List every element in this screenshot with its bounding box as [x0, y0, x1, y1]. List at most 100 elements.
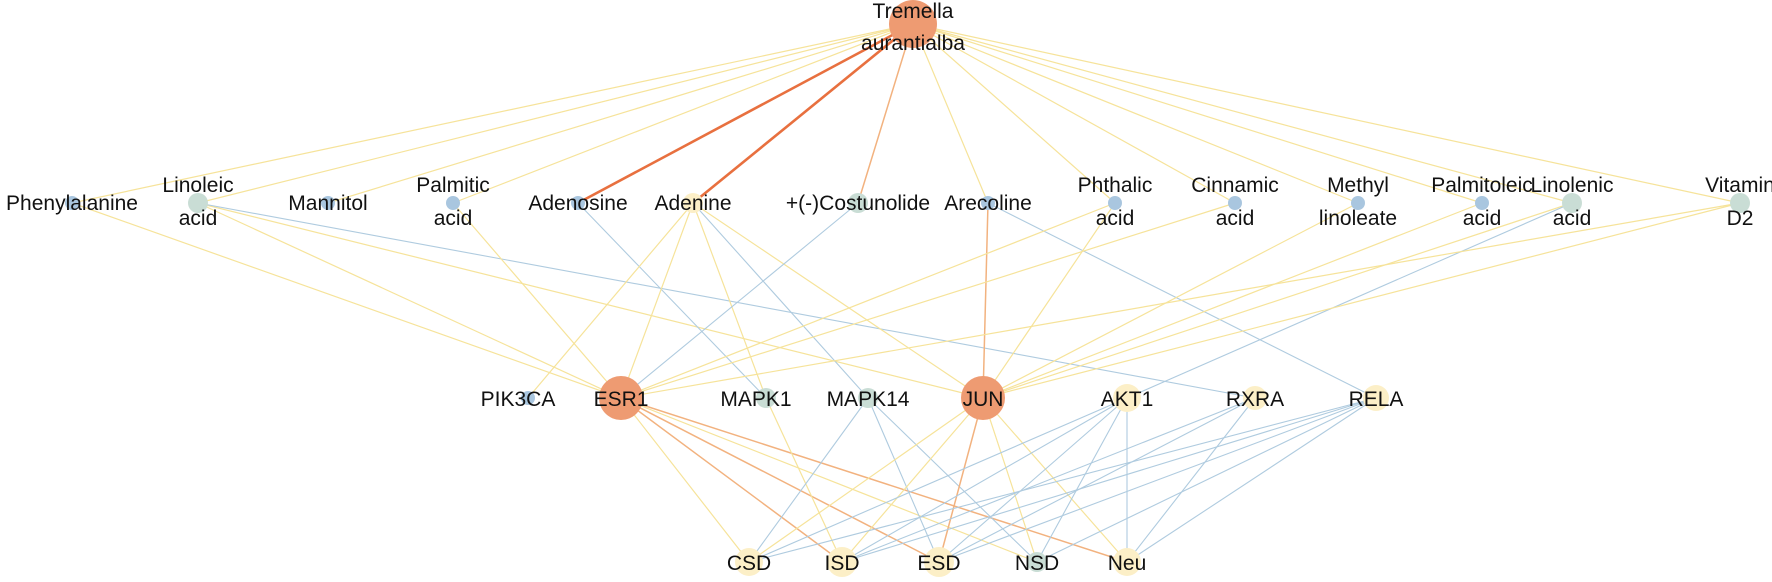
- edge-vitamind2-esr1: [620, 202, 1741, 399]
- edge-linoleic-jun: [197, 202, 984, 399]
- node-pik3ca[interactable]: [521, 391, 535, 405]
- edge-tremella-arecoline: [912, 23, 989, 204]
- node-phenylalanine[interactable]: [65, 196, 79, 210]
- label-palmitic-line2: acid: [434, 207, 473, 230]
- node-neu[interactable]: [1113, 548, 1141, 576]
- label-mapk14: MAPK14: [827, 388, 910, 411]
- node-vitamind2[interactable]: [1730, 193, 1750, 213]
- label-linolenic-line1: Linolenic: [1531, 174, 1614, 197]
- edge-esr1-csd: [620, 397, 750, 563]
- node-tremella[interactable]: [889, 0, 937, 48]
- label-tremella-line2: aurantialba: [861, 32, 965, 55]
- edge-linoleic-rxra: [197, 202, 1256, 399]
- nodes-layer: [65, 0, 1750, 577]
- label-isd: ISD: [824, 552, 859, 575]
- edge-phthalic-jun: [982, 202, 1116, 399]
- edge-mapk14-csd: [748, 397, 869, 563]
- edge-tremella-phenylalanine: [71, 23, 914, 204]
- node-linolenic[interactable]: [1562, 193, 1582, 213]
- edge-akt1-esd: [938, 397, 1128, 563]
- label-methyl-line1: Methyl: [1327, 174, 1389, 197]
- edge-tremella-linoleic: [197, 23, 914, 204]
- label-esd: ESD: [917, 552, 960, 575]
- labels-layer: Tremella aurantialba Phenylalanine Linoleic…: [6, 0, 1772, 575]
- edge-tremella-methyl: [912, 23, 1359, 204]
- edge-jun-csd: [748, 397, 984, 563]
- label-neu: Neu: [1108, 552, 1147, 575]
- edge-adenosine-mapk1: [577, 202, 767, 399]
- node-jun[interactable]: [961, 376, 1005, 420]
- label-linolenic-line2: acid: [1553, 207, 1592, 230]
- node-arecoline[interactable]: [981, 196, 995, 210]
- label-methyl-line2: linoleate: [1319, 207, 1397, 230]
- edge-tremella-phthalic: [912, 23, 1116, 204]
- edge-vitamind2-jun: [982, 202, 1741, 399]
- edge-cinnamic-esr1: [620, 202, 1236, 399]
- node-mannitol[interactable]: [321, 196, 335, 210]
- edge-tremella-linolenic: [912, 23, 1573, 204]
- node-esd[interactable]: [924, 547, 954, 577]
- edge-costunolide-esr1: [620, 202, 859, 399]
- label-cinnamic-line1: Cinnamic: [1191, 174, 1279, 197]
- edge-mapk1-isd: [765, 397, 843, 563]
- label-pik3ca: PIK3CA: [481, 388, 556, 411]
- edge-mapk14-nsd: [867, 397, 1038, 563]
- label-rela: RELA: [1349, 388, 1404, 411]
- label-palmitoleic-line1: Palmitoleic: [1431, 174, 1533, 197]
- node-linoleic[interactable]: [188, 193, 208, 213]
- edge-tremella-adenine: [691, 22, 915, 205]
- edge-esr1-neu: [620, 397, 1128, 563]
- edge-arecoline-jun: [982, 202, 989, 399]
- label-tremella-line1: Tremella: [873, 0, 954, 23]
- edge-adenine-mapk1: [692, 202, 767, 399]
- node-palmitoleic[interactable]: [1475, 196, 1489, 210]
- label-linoleic-line1: Linoleic: [162, 174, 233, 197]
- node-mapk14[interactable]: [858, 388, 878, 408]
- node-esr1[interactable]: [599, 376, 643, 420]
- node-akt1[interactable]: [1113, 384, 1141, 412]
- label-phenylalanine: Phenylalanine: [6, 192, 138, 215]
- node-adenine[interactable]: [683, 193, 703, 213]
- label-rxra: RXRA: [1226, 388, 1284, 411]
- node-csd[interactable]: [735, 548, 763, 576]
- node-methyl[interactable]: [1351, 196, 1365, 210]
- edge-tremella-palmitoleic: [912, 23, 1483, 204]
- edge-jun-neu: [982, 397, 1128, 563]
- node-adenosine[interactable]: [571, 196, 585, 210]
- edge-adenine-mapk14: [692, 202, 869, 399]
- edge-esr1-isd: [620, 397, 843, 563]
- edge-rela-esd: [938, 397, 1377, 563]
- edge-adenine-esr1: [620, 202, 694, 399]
- edge-jun-nsd: [982, 397, 1038, 563]
- label-phthalic-line1: Phthalic: [1078, 174, 1153, 197]
- node-rela[interactable]: [1363, 385, 1389, 411]
- edge-rela-neu: [1126, 397, 1377, 563]
- label-phthalic-line2: acid: [1096, 207, 1135, 230]
- edge-mapk14-esd: [867, 397, 940, 563]
- node-costunolide[interactable]: [848, 193, 868, 213]
- edge-linoleic-esr1: [197, 202, 622, 399]
- edge-esr1-nsd: [620, 397, 1038, 563]
- node-palmitic[interactable]: [446, 196, 460, 210]
- label-esr1: ESR1: [594, 388, 649, 411]
- edge-tremella-cinnamic: [912, 23, 1236, 204]
- edge-tremella-palmitic: [452, 23, 914, 204]
- edge-tremella-adenosine: [576, 22, 915, 205]
- edge-adenine-jun: [692, 202, 984, 399]
- label-adenine: Adenine: [654, 192, 731, 215]
- edge-rela-isd: [841, 397, 1377, 563]
- node-isd[interactable]: [827, 547, 857, 577]
- edge-rela-csd: [748, 397, 1377, 563]
- label-jun: JUN: [963, 388, 1004, 411]
- edge-akt1-isd: [841, 397, 1128, 563]
- edge-phthalic-esr1: [620, 202, 1116, 399]
- label-adenosine: Adenosine: [528, 192, 627, 215]
- edge-esr1-esd: [620, 397, 940, 563]
- node-phthalic[interactable]: [1108, 196, 1122, 210]
- node-nsd[interactable]: [1027, 552, 1047, 572]
- node-cinnamic[interactable]: [1228, 196, 1242, 210]
- node-rxra[interactable]: [1243, 386, 1267, 410]
- edge-palmitoleic-jun: [982, 202, 1483, 399]
- node-mapk1[interactable]: [756, 388, 776, 408]
